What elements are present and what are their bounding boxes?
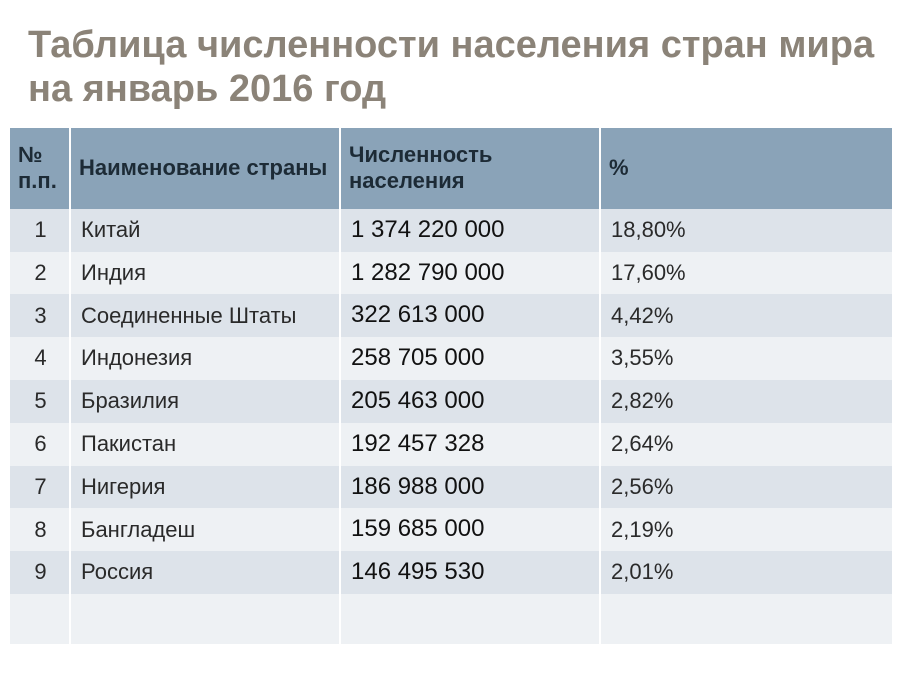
table-row: 7Нигерия186 988 0002,56%	[10, 466, 892, 509]
cell-num: 8	[10, 508, 70, 551]
cell-population: 322 613 000	[340, 294, 600, 337]
col-header-pct: %	[600, 128, 892, 209]
cell-num: 3	[10, 294, 70, 337]
cell-empty	[10, 594, 70, 644]
cell-num: 5	[10, 380, 70, 423]
cell-percent: 2,82%	[600, 380, 892, 423]
cell-percent: 4,42%	[600, 294, 892, 337]
cell-population: 186 988 000	[340, 466, 600, 509]
table-row-empty	[10, 594, 892, 644]
table-row: 5Бразилия205 463 0002,82%	[10, 380, 892, 423]
cell-population: 159 685 000	[340, 508, 600, 551]
table-header-row: № п.п. Наименование страны Численность н…	[10, 128, 892, 209]
cell-percent: 2,19%	[600, 508, 892, 551]
table-row: 6Пакистан192 457 3282,64%	[10, 423, 892, 466]
cell-num: 9	[10, 551, 70, 594]
cell-percent: 17,60%	[600, 252, 892, 295]
cell-country: Бразилия	[70, 380, 340, 423]
col-header-country: Наименование страны	[70, 128, 340, 209]
cell-empty	[600, 594, 892, 644]
cell-percent: 3,55%	[600, 337, 892, 380]
population-table-container: № п.п. Наименование страны Численность н…	[10, 128, 892, 644]
cell-population: 1 374 220 000	[340, 209, 600, 252]
table-row: 1Китай1 374 220 00018,80%	[10, 209, 892, 252]
table-row: 2Индия1 282 790 00017,60%	[10, 252, 892, 295]
table-row: 9Россия146 495 5302,01%	[10, 551, 892, 594]
cell-percent: 2,64%	[600, 423, 892, 466]
col-header-num: № п.п.	[10, 128, 70, 209]
cell-population: 1 282 790 000	[340, 252, 600, 295]
table-row: 8Бангладеш159 685 0002,19%	[10, 508, 892, 551]
cell-empty	[340, 594, 600, 644]
cell-country: Бангладеш	[70, 508, 340, 551]
col-header-pop: Численность населения	[340, 128, 600, 209]
cell-empty	[70, 594, 340, 644]
cell-num: 1	[10, 209, 70, 252]
cell-population: 146 495 530	[340, 551, 600, 594]
population-table: № п.п. Наименование страны Численность н…	[10, 128, 892, 644]
cell-country: Китай	[70, 209, 340, 252]
cell-country: Индонезия	[70, 337, 340, 380]
cell-percent: 2,01%	[600, 551, 892, 594]
cell-country: Индия	[70, 252, 340, 295]
table-body: 1Китай1 374 220 00018,80%2Индия1 282 790…	[10, 209, 892, 644]
cell-num: 4	[10, 337, 70, 380]
cell-population: 192 457 328	[340, 423, 600, 466]
cell-country: Соединенные Штаты	[70, 294, 340, 337]
cell-country: Россия	[70, 551, 340, 594]
cell-country: Пакистан	[70, 423, 340, 466]
cell-country: Нигерия	[70, 466, 340, 509]
cell-population: 258 705 000	[340, 337, 600, 380]
page-title: Таблица численности населения стран мира…	[28, 24, 882, 111]
cell-percent: 18,80%	[600, 209, 892, 252]
cell-num: 2	[10, 252, 70, 295]
cell-num: 7	[10, 466, 70, 509]
cell-num: 6	[10, 423, 70, 466]
table-row: 3Соединенные Штаты322 613 0004,42%	[10, 294, 892, 337]
cell-percent: 2,56%	[600, 466, 892, 509]
cell-population: 205 463 000	[340, 380, 600, 423]
table-row: 4Индонезия258 705 0003,55%	[10, 337, 892, 380]
slide: Таблица численности населения стран мира…	[0, 0, 902, 677]
